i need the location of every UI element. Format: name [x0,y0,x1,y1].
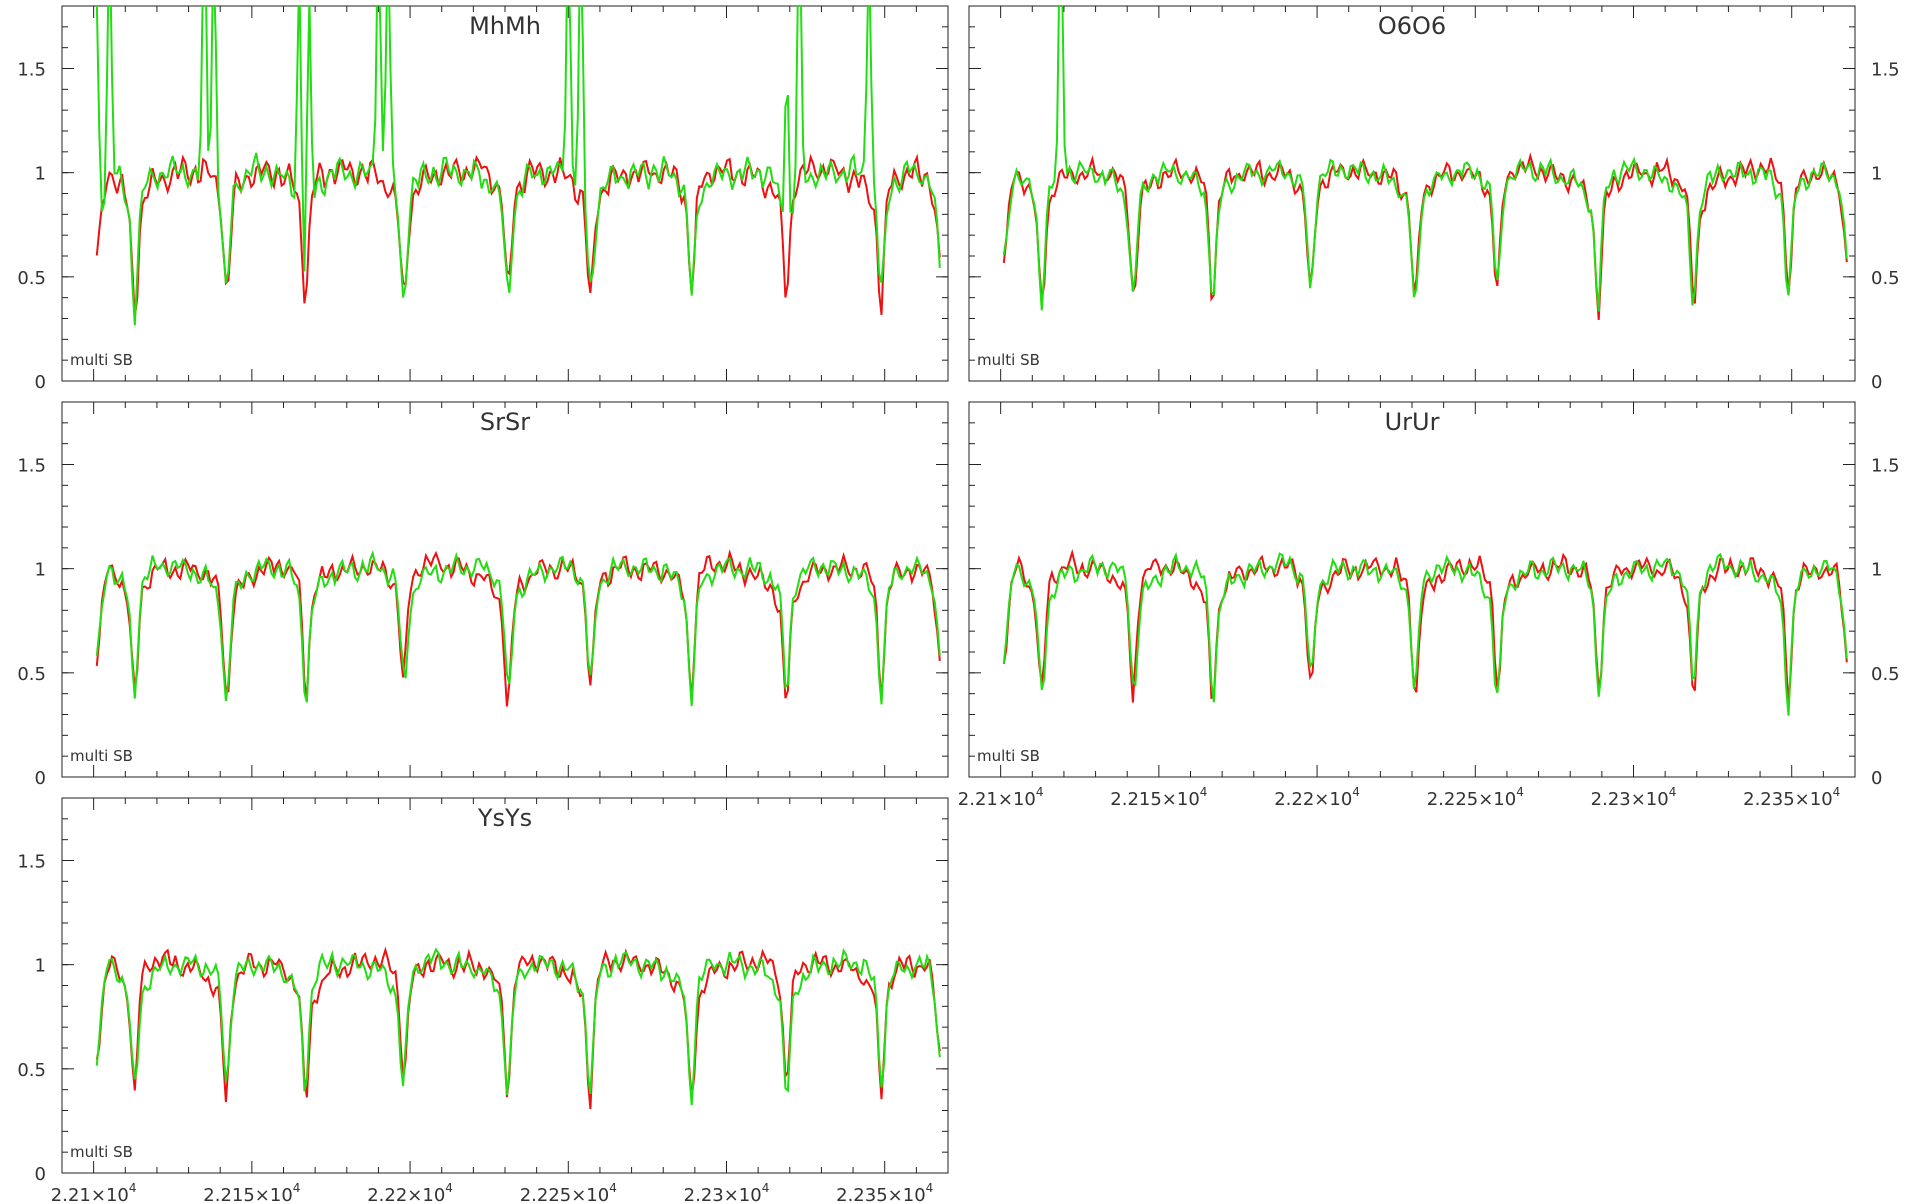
plot-frame [968,5,1856,382]
y-tick-label: 1.5 [17,852,46,873]
plot-frame [61,401,949,778]
x-tick-label: 2.21×104 [51,1181,137,1204]
x-tick-label: 2.23×104 [1591,785,1677,810]
plot-frame [61,5,949,382]
y-tick-label: 0 [35,1164,46,1185]
series-line-green [95,947,941,1106]
y-tick-label: 1.5 [1871,60,1900,81]
x-tick-label: 2.235×104 [1743,785,1840,810]
panel-annotation: multi SB [977,747,1040,765]
y-tick-label: 1 [1871,560,1882,581]
x-tick-label: 2.225×104 [520,1181,617,1204]
y-tick-label: 0 [35,768,46,789]
panel-annotation: multi SB [70,1143,133,1161]
y-tick-label: 0 [1871,768,1882,789]
panel-title: YsYs [477,804,532,832]
y-tick-label: 0 [35,372,46,393]
plot-frame [968,401,1856,778]
y-tick-label: 1.5 [17,60,46,81]
y-tick-label: 1.5 [1871,456,1900,477]
x-tick-label: 2.21×104 [958,785,1044,810]
panel-title: UrUr [1385,408,1440,436]
panel-mhmh: 0 0.5 1 1.5 MhMh multi SB [17,5,949,393]
series-line-green [95,549,941,707]
panel-title: SrSr [480,408,530,436]
x-tick-label: 2.22×104 [1274,785,1360,810]
x-tick-label: 2.215×104 [1110,785,1207,810]
series-line-red [1002,152,1848,320]
y-tick-label: 0.5 [1871,664,1900,685]
series-line-red [1002,548,1848,707]
series-line-red [95,549,941,707]
panel-srsr: 0 0.5 1 1.5 SrSr multi SB [17,401,949,789]
panel-ysys: 0 0.5 1 1.5 2.21×104 2.215×104 2.22×104 2.225×1… [17,797,949,1204]
x-tick-label: 2.23×104 [684,1181,770,1204]
y-tick-label: 0.5 [17,1060,46,1081]
panel-urur: 0 0.5 1 1.5 2.21×104 2.215×104 2.22×104 2.225×1… [958,401,1900,810]
panel-title: MhMh [469,12,541,40]
panel-annotation: multi SB [977,351,1040,369]
y-tick-label: 0 [1871,372,1882,393]
y-tick-label: 0.5 [1871,268,1900,289]
x-tick-label: 2.215×104 [203,1181,300,1204]
panel-annotation: multi SB [70,351,133,369]
series-line-green [1002,6,1848,312]
y-tick-label: 1 [35,560,46,581]
panel-o6o6: 0 0.5 1 1.5 O6O6 multi SB [968,5,1900,393]
panel-title: O6O6 [1378,12,1446,40]
y-tick-label: 1 [1871,164,1882,185]
x-tick-label: 2.225×104 [1427,785,1524,810]
series-line-green [1002,552,1848,716]
x-tick-label: 2.22×104 [367,1181,453,1204]
plot-frame [61,797,949,1174]
y-tick-label: 1 [35,956,46,977]
x-tick-label: 2.235×104 [836,1181,933,1204]
panel-annotation: multi SB [70,747,133,765]
y-tick-label: 0.5 [17,664,46,685]
series-line-red [95,153,941,317]
series-line-green [95,6,941,326]
y-tick-label: 1 [35,164,46,185]
y-tick-label: 1.5 [17,456,46,477]
y-tick-label: 0.5 [17,268,46,289]
